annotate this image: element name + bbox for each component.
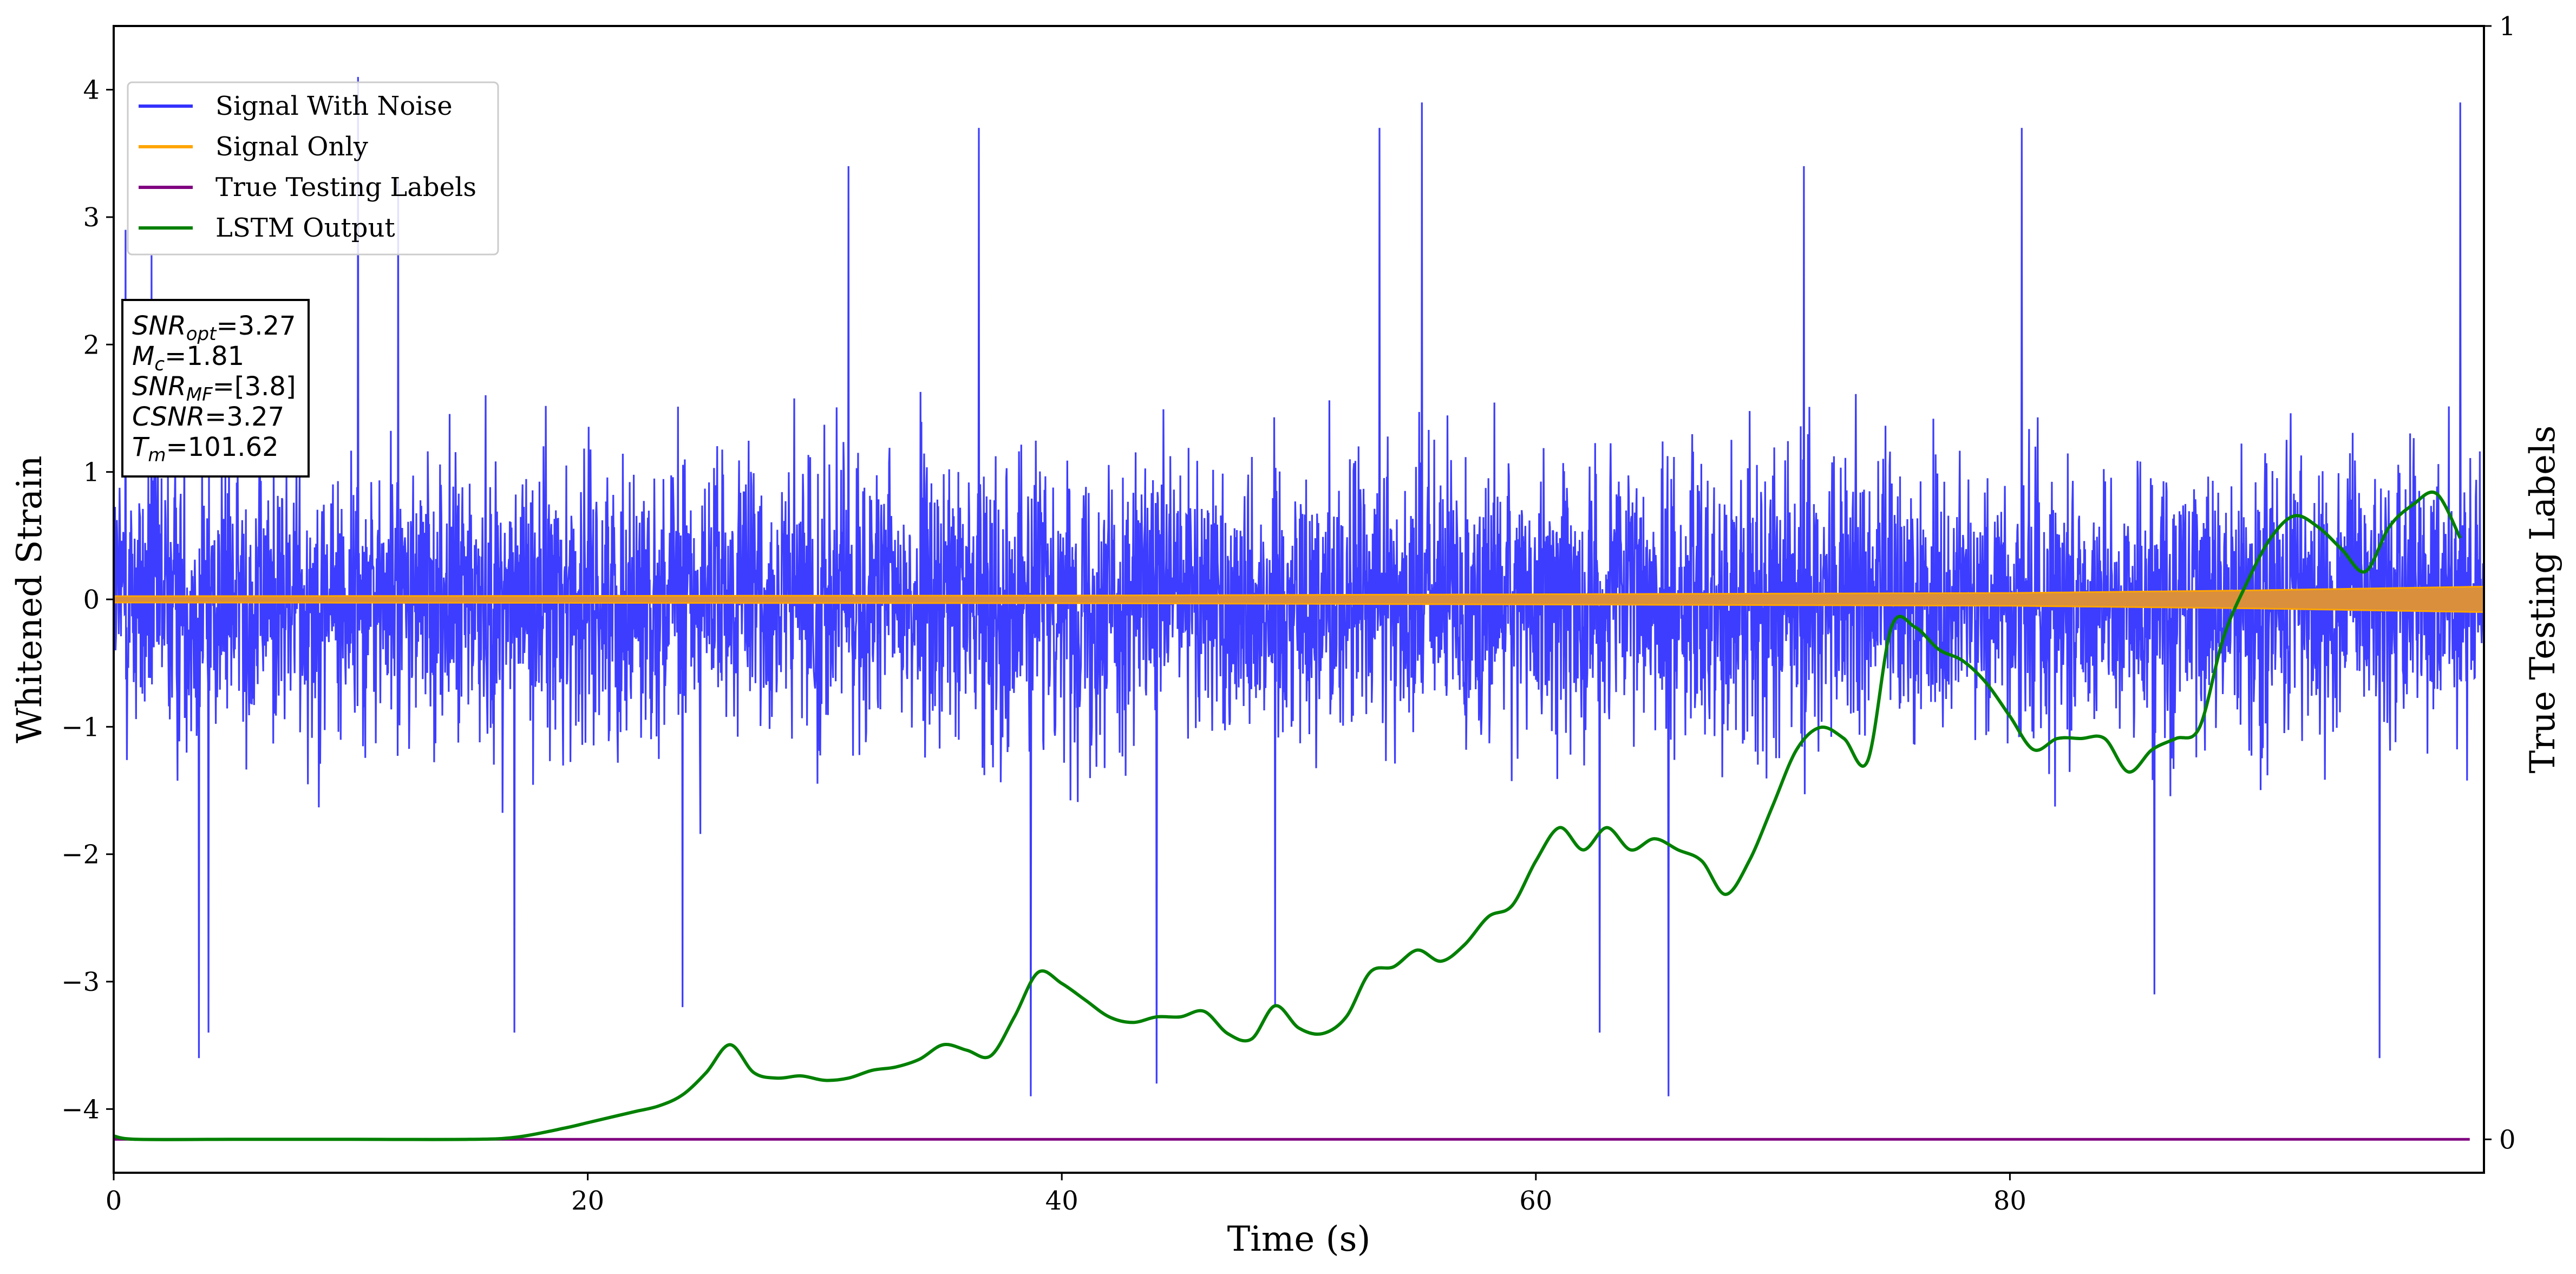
y-tick-label: 1: [83, 458, 100, 488]
y-tick-label: 3: [83, 202, 100, 233]
y-tick-label: 0: [83, 585, 100, 615]
x-tick-label: 40: [1045, 1186, 1078, 1216]
y-axis-label: Whitened Strain: [10, 455, 50, 743]
legend-label: Signal With Noise: [215, 91, 453, 121]
y-tick-label: −4: [61, 1094, 100, 1125]
series-lstm-output: [114, 491, 2462, 1141]
y-tick-label: 2: [83, 330, 100, 360]
y-right-tick-label: 1: [2499, 11, 2516, 42]
legend-items: Signal With Noise Signal Only True Testing…: [139, 91, 476, 243]
legend-label: True Testing Labels: [215, 172, 476, 202]
y-axis-right-label: True Testing Labels: [2523, 426, 2563, 774]
x-tick-label: 20: [571, 1186, 604, 1216]
legend-box: [127, 81, 499, 256]
y-right-tick-label: 0: [2499, 1125, 2516, 1155]
series-layer: [114, 77, 2484, 1141]
y-tick-label: −2: [61, 840, 100, 870]
x-tick-label: 60: [1519, 1186, 1552, 1216]
legend-label: LSTM Output: [215, 213, 395, 243]
annotation-frame: [121, 299, 310, 478]
y-tick-label: −3: [61, 967, 100, 997]
annotation-line: Mc=1.81: [132, 341, 244, 375]
annotation-line: SNRopt=3.27: [132, 311, 296, 345]
annotation-line: SNRMF=[3.8]: [132, 371, 296, 406]
y-tick-label: 4: [83, 75, 100, 106]
x-tick-label: 0: [106, 1186, 122, 1216]
legend: Signal With Noise Signal Only True Testing…: [127, 81, 499, 256]
legend-label: Signal Only: [215, 132, 368, 162]
y-tick-label: −1: [61, 712, 100, 742]
annotation-line: Tm=101.62: [132, 432, 279, 466]
x-axis-label: Time (s): [1227, 1219, 1371, 1259]
annotation-lines: SNRopt=3.27Mc=1.81SNRMF=[3.8]CSNR=3.27Tm…: [132, 311, 296, 466]
annotation-box: SNRopt=3.27Mc=1.81SNRMF=[3.8]CSNR=3.27Tm…: [121, 299, 310, 478]
annotation-line: CSNR=3.27: [132, 402, 284, 432]
x-tick-label: 80: [1993, 1186, 2026, 1216]
series-signal-only: [114, 585, 2484, 613]
